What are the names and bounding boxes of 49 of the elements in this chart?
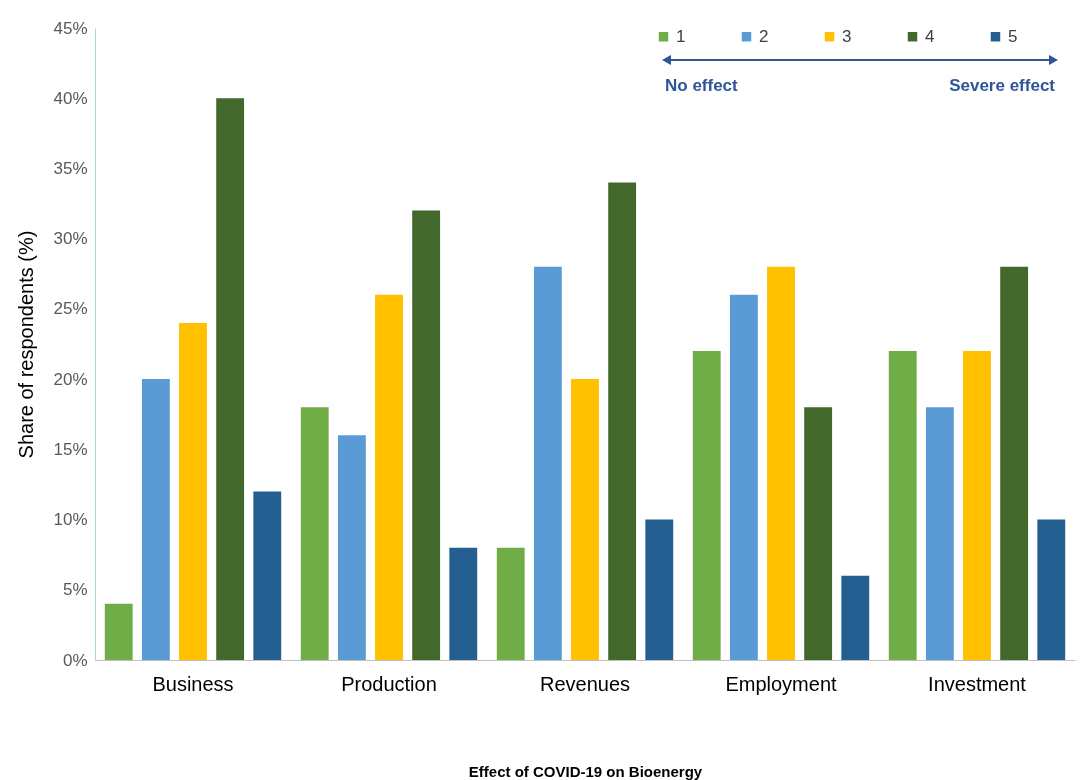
bar [300,407,329,660]
bar [496,547,525,660]
bar [608,182,637,660]
legend-label: 1 [676,26,686,46]
bar [963,351,991,660]
bar [449,547,478,660]
y-tick-label: 45% [53,18,88,38]
y-tick-label: 30% [53,229,88,249]
x-tick-label: Employment [725,672,838,695]
bar [767,266,795,660]
bar [1037,519,1066,660]
y-axis-title: Share of respondents (%) [15,230,38,459]
y-tick-label: 15% [53,439,88,459]
bar [337,435,366,660]
bar [645,519,674,660]
bar [804,407,833,660]
bar [888,351,917,660]
bar [571,379,599,660]
x-axis-title: Effect of COVID-19 on Bioenergy [468,762,703,780]
y-tick-label: 5% [62,580,88,600]
y-tick-label: 35% [53,158,88,178]
annotation: Severe effect [949,76,1056,95]
bar [216,98,245,660]
bar [412,210,441,660]
bar [141,379,170,660]
y-tick-label: 0% [62,650,88,670]
y-tick-label: 40% [53,88,88,108]
legend-label: 2 [759,26,769,46]
bar [729,294,758,660]
bar [925,407,954,660]
y-tick-label: 25% [53,299,88,319]
bar [533,266,562,660]
y-tick-label: 20% [53,369,88,389]
x-tick-label: Business [152,672,234,695]
bar [104,603,133,660]
x-tick-label: Production [341,672,437,695]
x-tick-label: Investment [928,672,1027,695]
bar [375,294,403,660]
legend-label: 4 [925,26,935,46]
x-tick-label: Revenues [539,672,631,695]
bar [253,491,282,660]
bar [179,322,207,660]
annotation: No effect [665,76,739,95]
legend-label: 5 [1008,26,1018,46]
bar [841,575,870,660]
y-tick-label: 10% [53,510,88,530]
legend-label: 3 [842,26,852,46]
bar [692,351,721,660]
bar [1000,266,1029,660]
